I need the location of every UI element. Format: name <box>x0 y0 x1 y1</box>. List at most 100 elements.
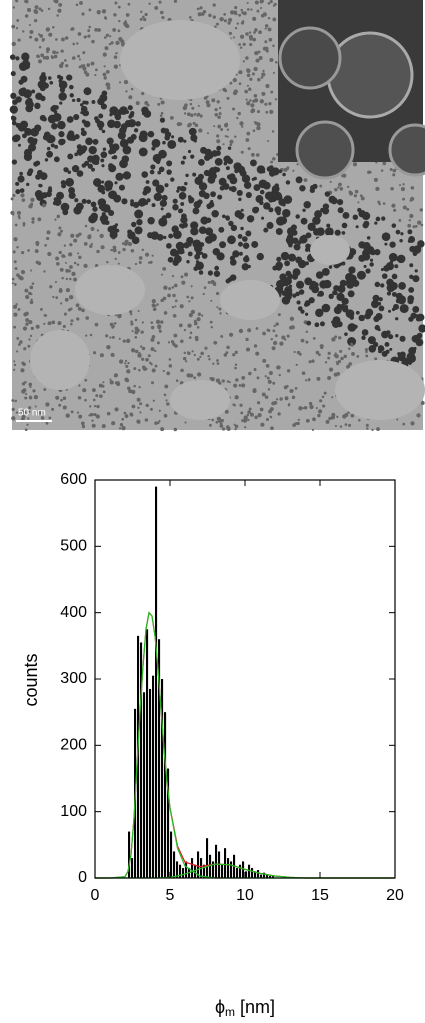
particle <box>279 397 283 401</box>
particle <box>25 322 29 326</box>
particle <box>350 343 354 347</box>
particle <box>182 356 187 361</box>
particle <box>245 138 250 142</box>
particle <box>300 309 305 314</box>
particle <box>13 325 16 329</box>
particle <box>361 211 371 221</box>
particle <box>172 342 176 346</box>
particle <box>11 407 15 411</box>
particle <box>196 7 200 11</box>
particle <box>305 330 309 334</box>
bar <box>272 875 275 878</box>
x-tick-label: 10 <box>236 887 254 904</box>
particle <box>15 181 20 186</box>
particle <box>397 296 406 305</box>
particle <box>380 169 384 172</box>
particle <box>15 303 18 306</box>
particle <box>380 268 384 272</box>
particle <box>46 146 51 151</box>
x-tick-label: 5 <box>166 887 175 904</box>
particle <box>27 136 35 144</box>
particle <box>34 190 43 199</box>
particle <box>324 227 334 237</box>
particle <box>407 354 416 363</box>
particle <box>159 114 163 118</box>
particle <box>83 70 88 74</box>
particle <box>189 331 193 335</box>
particle <box>398 219 402 222</box>
particle <box>90 61 95 66</box>
particle <box>192 239 202 249</box>
particle <box>139 17 143 21</box>
particle <box>164 384 169 389</box>
particle <box>190 154 195 159</box>
particle <box>210 299 213 302</box>
particle <box>354 189 359 194</box>
particle <box>38 45 42 49</box>
particle <box>388 309 392 313</box>
particle <box>58 138 65 146</box>
particle <box>278 169 283 174</box>
particle <box>253 93 258 98</box>
particle <box>320 345 324 350</box>
particle <box>187 149 192 154</box>
particle <box>134 262 138 266</box>
particle <box>91 167 95 172</box>
particle <box>204 227 214 236</box>
particle <box>346 280 355 289</box>
particle <box>299 185 306 192</box>
particle <box>339 186 344 191</box>
particle <box>125 338 131 344</box>
particle <box>106 137 114 145</box>
particle <box>336 371 340 376</box>
particle <box>281 290 287 296</box>
particle <box>248 34 253 39</box>
particle <box>59 101 63 105</box>
particle <box>334 229 341 236</box>
particle <box>53 156 60 163</box>
particle <box>316 376 321 381</box>
particle <box>162 296 167 301</box>
particle <box>139 402 143 406</box>
particle <box>293 243 301 251</box>
particle <box>221 379 225 383</box>
particle <box>294 386 298 390</box>
particle <box>16 245 19 249</box>
particle <box>247 147 251 151</box>
particle <box>352 214 359 220</box>
particle <box>153 155 161 162</box>
x-tick-label: 15 <box>311 887 329 904</box>
particle <box>58 131 65 138</box>
particle <box>303 178 308 183</box>
particle <box>221 427 226 431</box>
particle <box>46 150 53 158</box>
particle <box>166 402 170 406</box>
particle <box>98 113 104 119</box>
bar <box>239 864 242 878</box>
particle <box>211 209 219 218</box>
particle <box>394 264 399 269</box>
particle <box>77 32 82 36</box>
particle <box>275 398 279 401</box>
particle <box>182 155 187 160</box>
particle <box>14 399 18 403</box>
particle <box>154 304 157 307</box>
particle <box>111 335 115 339</box>
particle <box>296 421 300 426</box>
particle <box>131 221 137 228</box>
particle <box>24 98 33 107</box>
particle <box>160 273 164 276</box>
particle <box>114 223 119 227</box>
particle <box>141 321 145 324</box>
particle <box>105 186 111 192</box>
particle <box>130 320 133 323</box>
particle <box>53 0 58 3</box>
particle <box>74 198 79 203</box>
particle <box>18 275 23 280</box>
particle <box>419 208 423 212</box>
particle <box>347 337 357 347</box>
particle <box>207 270 213 276</box>
particle <box>267 16 271 20</box>
particle <box>88 8 92 12</box>
particle <box>234 26 238 30</box>
